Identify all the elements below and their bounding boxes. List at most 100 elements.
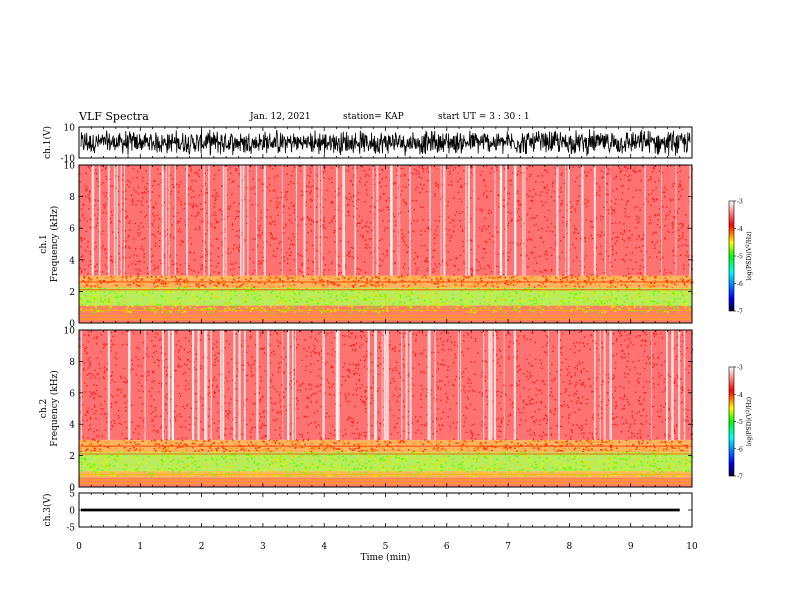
psd-speckle	[310, 198, 312, 200]
psd-speckle	[173, 304, 176, 306]
ch1-waveform-trace	[80, 129, 691, 157]
psd-speckle	[316, 188, 318, 191]
psd-speckle	[94, 270, 96, 273]
psd-speckle	[90, 228, 93, 230]
psd-speckle	[368, 226, 370, 228]
psd-speckle	[642, 276, 644, 278]
psd-speckle	[369, 252, 372, 254]
psd-speckle	[112, 261, 114, 263]
psd-speckle	[412, 302, 415, 304]
psd-speckle	[348, 255, 350, 258]
psd-speckle	[200, 308, 203, 310]
psd-speckle	[535, 223, 537, 225]
psd-speckle	[400, 167, 402, 170]
psd-speckle	[125, 198, 127, 200]
psd-speckle	[168, 257, 171, 260]
psd-speckle	[135, 279, 137, 281]
psd-speckle	[286, 268, 288, 270]
psd-speckle	[125, 275, 128, 278]
psd-speckle	[485, 273, 487, 276]
psd-speckle	[179, 228, 181, 230]
psd-speckle	[288, 307, 290, 309]
psd-speckle	[470, 248, 473, 251]
psd-speckle	[679, 277, 682, 280]
psd-speckle	[540, 200, 543, 203]
psd-speckle	[163, 256, 166, 258]
psd-speckle	[427, 261, 429, 263]
psd-speckle	[93, 226, 95, 229]
psd-speckle	[106, 302, 109, 304]
psd-speckle	[545, 187, 547, 189]
psd-speckle	[596, 183, 598, 185]
psd-speckle	[601, 311, 604, 314]
psd-speckle	[644, 311, 647, 314]
psd-speckle	[664, 305, 667, 307]
psd-speckle	[144, 308, 146, 310]
psd-gap-stripe	[242, 165, 245, 276]
psd-speckle	[288, 207, 290, 209]
psd-speckle	[297, 224, 299, 227]
psd-speckle	[235, 216, 238, 218]
psd-speckle	[325, 286, 328, 288]
psd-speckle	[126, 217, 128, 219]
psd-speckle	[415, 169, 418, 171]
psd-speckle	[231, 292, 234, 294]
psd-speckle	[470, 171, 472, 174]
psd-speckle	[615, 222, 617, 224]
psd-speckle	[610, 307, 613, 309]
psd-speckle	[548, 279, 550, 281]
psd-speckle	[474, 279, 477, 281]
psd-speckle	[122, 276, 124, 278]
psd-speckle	[137, 228, 140, 230]
psd-speckle	[214, 291, 217, 293]
psd-speckle	[381, 177, 383, 180]
psd-speckle	[508, 305, 510, 308]
psd-speckle	[90, 218, 92, 221]
psd-speckle	[659, 231, 661, 233]
psd-speckle	[517, 307, 520, 310]
psd-speckle	[562, 221, 564, 223]
psd-speckle	[643, 301, 645, 303]
psd-speckle	[100, 203, 103, 205]
psd-speckle	[455, 210, 458, 213]
psd-speckle	[322, 226, 325, 228]
psd-speckle	[108, 306, 111, 309]
psd-speckle	[216, 265, 218, 268]
psd-speckle	[627, 179, 630, 182]
psd-gap-stripe	[281, 165, 283, 276]
psd-speckle	[354, 296, 356, 298]
psd-speckle	[647, 297, 650, 299]
psd-speckle	[565, 241, 567, 244]
psd-speckle	[241, 180, 243, 182]
psd-speckle	[215, 287, 217, 289]
psd-speckle	[642, 278, 644, 281]
psd-speckle	[546, 184, 549, 186]
psd-speckle	[523, 242, 525, 244]
psd-speckle	[357, 230, 359, 232]
psd-speckle	[194, 172, 196, 174]
psd-speckle	[269, 222, 271, 224]
psd-speckle	[195, 304, 198, 306]
figure-title: VLF Spectra	[79, 110, 149, 123]
psd-speckle	[564, 288, 566, 291]
psd-speckle	[124, 272, 127, 274]
psd-speckle	[420, 277, 422, 279]
psd-speckle	[664, 195, 666, 198]
psd-speckle	[596, 191, 598, 194]
psd-speckle	[173, 215, 175, 217]
psd-speckle	[415, 173, 417, 175]
psd-speckle	[564, 300, 566, 302]
psd-speckle	[420, 305, 423, 307]
psd-speckle	[216, 192, 218, 194]
psd-speckle	[272, 282, 275, 284]
psd-speckle	[182, 241, 184, 243]
psd-speckle	[680, 222, 682, 225]
psd-speckle	[613, 304, 616, 306]
psd-speckle	[279, 296, 282, 299]
psd-speckle	[438, 279, 441, 281]
psd-speckle	[267, 275, 270, 277]
psd-speckle	[602, 292, 604, 294]
psd-speckle	[482, 248, 485, 250]
psd-speckle	[215, 222, 218, 224]
